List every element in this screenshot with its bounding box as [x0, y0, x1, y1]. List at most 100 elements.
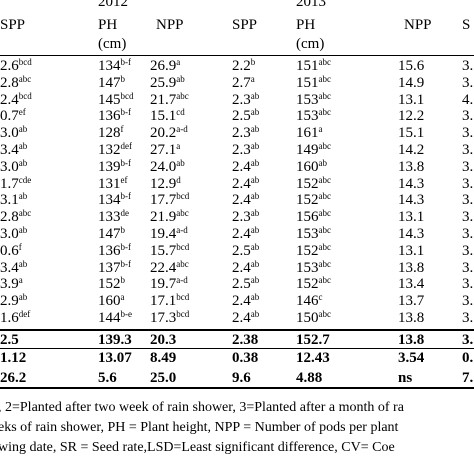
unit-label: (cm): [98, 36, 127, 52]
cell-superscript: def: [18, 309, 31, 319]
table-cell: 3.1ab: [0, 191, 28, 209]
table-cell: 3.: [462, 293, 473, 309]
cell-value: 145: [98, 91, 121, 108]
cell-value: 131: [98, 175, 121, 192]
cell-value: 17.3: [150, 310, 177, 326]
table-cell: 2.5ab: [232, 107, 260, 125]
table-cell: 3.0ab: [0, 158, 27, 175]
cell-superscript: def: [120, 141, 133, 151]
cell-value: 17.7: [150, 192, 177, 209]
table-cell: 9.6: [232, 370, 251, 386]
table-cell: 153abc: [296, 259, 331, 276]
table-cell: 150abc: [296, 310, 331, 327]
cell-value: 14.3: [398, 192, 425, 209]
cell-superscript: abc: [318, 73, 332, 84]
table-cell: 2.4ab: [232, 310, 259, 327]
cell-superscript: b-f: [120, 57, 132, 67]
cell-superscript: abc: [318, 174, 332, 185]
cell-superscript: de: [120, 208, 130, 219]
cell-value: 14.3: [398, 175, 425, 192]
cell-value: 160: [98, 293, 121, 310]
table-cell: 152.7: [296, 332, 330, 348]
cell-superscript: ab: [250, 292, 260, 303]
cell-superscript: abc: [318, 208, 332, 219]
table-cell: 153abc: [296, 108, 331, 125]
table-cell: 3.0ab: [0, 226, 27, 243]
cell-value: 13.1: [398, 242, 425, 259]
cell-superscript: b-f: [120, 258, 132, 269]
table-cell: 2.3ab: [232, 91, 259, 108]
cell-value: 12.43: [296, 350, 330, 366]
cell-value: 3.: [462, 125, 474, 142]
cell-value: 3.: [462, 226, 474, 242]
footnote: , 2=Planted after two week of rain showe…: [0, 400, 404, 415]
table-cell: 3.: [462, 142, 473, 158]
cell-superscript: a: [176, 141, 181, 151]
cell-value: 3.: [462, 192, 474, 209]
table-cell: 3.: [462, 75, 473, 91]
cell-value: 3.: [462, 259, 474, 276]
table-cell: 2.6bcd: [0, 58, 32, 75]
cell-superscript: ab: [18, 191, 28, 202]
table-cell: 146c: [296, 293, 323, 310]
table-cell: 161a: [296, 125, 323, 142]
cell-value: 139: [98, 158, 121, 175]
table-cell: 2.4ab: [232, 192, 259, 209]
cell-value: 149: [296, 142, 319, 158]
cell-value: 2.8: [0, 74, 19, 91]
cell-value: 2.5: [232, 108, 251, 125]
cell-value: 2.4: [232, 226, 251, 242]
table-cell: 147b: [98, 226, 125, 243]
cell-value: 2.8: [0, 209, 19, 226]
cell-value: 3.4: [0, 259, 19, 276]
table-cell: 3.: [462, 276, 473, 292]
cell-superscript: ab: [250, 107, 260, 118]
cell-superscript: a: [18, 275, 23, 286]
cell-value: 25.0: [150, 370, 177, 386]
cell-value: 13.8: [398, 158, 425, 175]
table-cell: 160ab: [296, 158, 327, 175]
cell-value: 128: [98, 125, 121, 142]
cell-value: 8.49: [150, 350, 177, 366]
cell-superscript: ab: [250, 141, 260, 151]
table-cell: 3.9a: [0, 275, 23, 293]
table-cell: 0.6f: [0, 242, 22, 259]
table-cell: 14.2: [398, 142, 424, 158]
cell-superscript: ab: [18, 292, 28, 303]
cell-value: 2.4: [232, 293, 251, 310]
year-label: 2012: [98, 0, 128, 10]
cell-superscript: ab: [250, 241, 260, 252]
cell-value: 12.9: [150, 175, 177, 192]
cell-value: 3.: [462, 175, 474, 192]
cell-superscript: bcd: [176, 309, 190, 319]
cell-value: 20.2: [150, 125, 177, 142]
table-cell: 3.: [462, 209, 473, 225]
table-cell: 21.7abc: [150, 91, 189, 108]
cell-value: 134: [98, 58, 121, 74]
cell-value: 153: [296, 108, 319, 125]
cell-superscript: ef: [120, 174, 128, 185]
cell-superscript: bcd: [120, 90, 134, 101]
cell-value: 2.3: [232, 142, 251, 158]
table-cell: 12.2: [398, 108, 424, 124]
cell-superscript: ab: [250, 275, 260, 286]
table-cell: 3.: [462, 58, 473, 74]
cell-value: 17.1: [150, 293, 177, 310]
cell-value: 153: [296, 91, 319, 108]
cell-value: 13.8: [398, 310, 425, 326]
rule: [0, 387, 474, 389]
rule: [0, 55, 474, 56]
table-cell: 3.: [462, 125, 473, 141]
cell-value: 2.3: [232, 125, 251, 142]
cell-superscript: cd: [176, 107, 185, 118]
table-cell: 3.: [462, 176, 473, 192]
table-cell: 3.54: [398, 350, 424, 366]
table-cell: 24.0ab: [150, 158, 185, 175]
table-cell: 3.: [462, 310, 473, 326]
cell-value: 27.1: [150, 142, 177, 158]
cell-value: 13.7: [398, 293, 425, 310]
cell-superscript: abc: [176, 208, 189, 219]
table-cell: 137b-f: [98, 258, 132, 276]
table-cell: 153abc: [296, 91, 331, 108]
table-cell: 13.07: [98, 350, 132, 366]
